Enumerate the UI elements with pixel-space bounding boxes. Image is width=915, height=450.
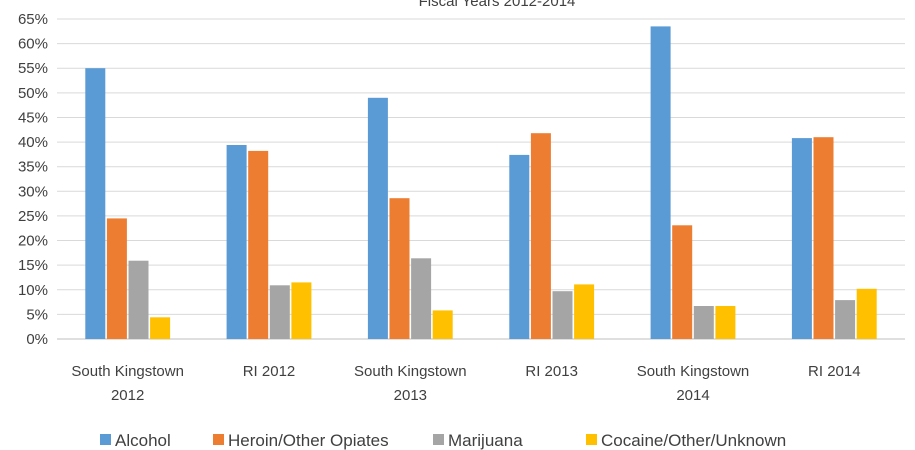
x-tick-label: RI 2014 xyxy=(808,363,861,380)
x-axis-ticks: South Kingstown 2012 RI 2012 South Kingstow… xyxy=(71,363,860,404)
bar-heroin-other-opiates xyxy=(672,225,693,339)
bar-heroin-other-opiates xyxy=(106,218,127,339)
legend-label: Heroin/Other Opiates xyxy=(228,431,389,450)
bar-cocaine-other-unknown xyxy=(574,284,595,339)
y-tick-label: 60% xyxy=(18,36,48,53)
bar-marijuana xyxy=(269,285,290,339)
x-tick-label: RI 2012 xyxy=(243,363,296,380)
bar-alcohol xyxy=(85,68,106,339)
y-tick-label: 30% xyxy=(18,183,48,200)
legend: Alcohol Heroin/Other Opiates Marijuana Coca… xyxy=(100,431,786,450)
bar-cocaine-other-unknown xyxy=(291,282,312,339)
bar-alcohol xyxy=(650,26,671,340)
y-tick-label: 15% xyxy=(18,257,48,274)
bar-alcohol xyxy=(226,145,247,339)
y-tick-label: 0% xyxy=(26,331,48,348)
legend-label: Cocaine/Other/Unknown xyxy=(601,431,786,450)
y-tick-label: 10% xyxy=(18,282,48,299)
legend-swatch xyxy=(100,434,111,445)
bar-marijuana xyxy=(411,258,432,339)
bar-cocaine-other-unknown xyxy=(856,288,877,339)
bar-cocaine-other-unknown xyxy=(150,317,171,339)
y-tick-label: 25% xyxy=(18,208,48,225)
bar-heroin-other-opiates xyxy=(530,133,551,339)
x-tick-label: RI 2013 xyxy=(525,363,578,380)
legend-swatch xyxy=(586,434,597,445)
legend-swatch xyxy=(213,434,224,445)
bar-heroin-other-opiates xyxy=(389,198,410,339)
x-tick-label: South Kingstown 2013 xyxy=(354,363,467,404)
bar-cocaine-other-unknown xyxy=(715,306,736,339)
bar-cocaine-other-unknown xyxy=(432,310,453,339)
y-axis-ticks: 0% 5% 10% 15% 20% 25% 30% 35% 40% 45% 50% 55% 60% 65% xyxy=(18,11,48,348)
bar-marijuana xyxy=(693,306,714,339)
bars xyxy=(85,26,877,340)
bar-alcohol xyxy=(791,138,812,339)
y-tick-label: 40% xyxy=(18,134,48,151)
y-tick-label: 55% xyxy=(18,60,48,77)
bar-marijuana xyxy=(835,300,856,339)
bar-heroin-other-opiates xyxy=(248,150,269,339)
chart-title: Fiscal Years 2012-2014 xyxy=(419,0,576,10)
legend-label: Marijuana xyxy=(448,431,523,450)
y-tick-label: 65% xyxy=(18,11,48,28)
gridlines xyxy=(57,18,905,340)
bar-marijuana xyxy=(128,260,149,339)
legend-label: Alcohol xyxy=(115,431,171,450)
y-tick-label: 45% xyxy=(18,109,48,126)
x-tick-label: South Kingstown 2014 xyxy=(637,363,750,404)
x-tick-label: South Kingstown 2012 xyxy=(71,363,184,404)
y-tick-label: 35% xyxy=(18,159,48,176)
y-tick-label: 5% xyxy=(26,306,48,323)
bar-alcohol xyxy=(367,97,388,339)
y-tick-label: 20% xyxy=(18,233,48,250)
bar-heroin-other-opiates xyxy=(813,137,834,339)
y-tick-label: 50% xyxy=(18,85,48,102)
legend-swatch xyxy=(433,434,444,445)
bar-alcohol xyxy=(509,154,530,339)
bar-marijuana xyxy=(552,291,573,339)
